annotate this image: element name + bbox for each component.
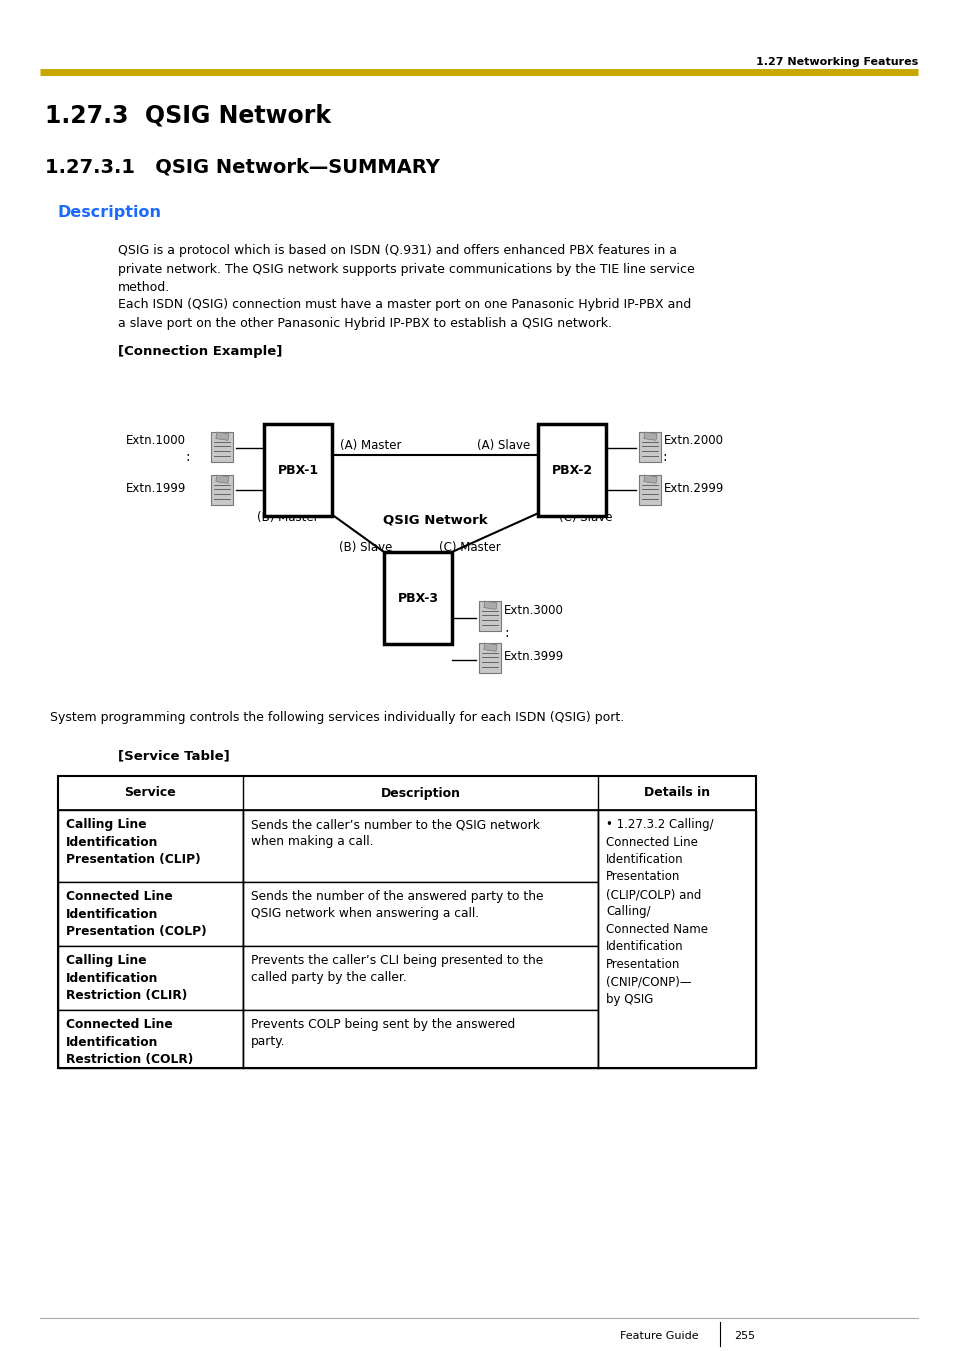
Bar bbox=[264, 424, 332, 516]
Bar bbox=[243, 882, 598, 946]
Text: (C) Slave: (C) Slave bbox=[558, 512, 612, 524]
Text: QSIG is a protocol which is based on ISDN (Q.931) and offers enhanced PBX featur: QSIG is a protocol which is based on ISD… bbox=[118, 245, 694, 295]
Bar bbox=[643, 432, 657, 440]
Text: Description: Description bbox=[58, 204, 162, 219]
Bar bbox=[243, 946, 598, 1011]
Text: Description: Description bbox=[380, 786, 460, 800]
Text: Calling Line
Identification
Presentation (CLIP): Calling Line Identification Presentation… bbox=[66, 817, 200, 866]
Text: PBX-1: PBX-1 bbox=[277, 463, 318, 477]
Text: (B) Master: (B) Master bbox=[257, 512, 318, 524]
Bar bbox=[384, 553, 452, 644]
Text: :: : bbox=[661, 450, 666, 463]
Bar bbox=[639, 476, 660, 505]
Text: :: : bbox=[185, 450, 190, 463]
Text: Prevents the caller’s CLI being presented to the
called party by the caller.: Prevents the caller’s CLI being presente… bbox=[251, 954, 542, 985]
Text: (A) Master: (A) Master bbox=[339, 439, 401, 451]
Bar bbox=[58, 775, 755, 1069]
Text: 1.27.3  QSIG Network: 1.27.3 QSIG Network bbox=[45, 103, 331, 127]
Text: Sends the caller’s number to the QSIG network
when making a call.: Sends the caller’s number to the QSIG ne… bbox=[251, 817, 539, 848]
Text: • 1.27.3.2 Calling/
Connected Line
Identification
Presentation
(CLIP/COLP) and
C: • 1.27.3.2 Calling/ Connected Line Ident… bbox=[605, 817, 713, 1006]
Text: Prevents COLP being sent by the answered
party.: Prevents COLP being sent by the answered… bbox=[251, 1019, 515, 1048]
Text: Feature Guide: Feature Guide bbox=[619, 1331, 698, 1342]
Bar bbox=[483, 601, 497, 609]
Bar bbox=[58, 1011, 243, 1069]
Text: Sends the number of the answered party to the
QSIG network when answering a call: Sends the number of the answered party t… bbox=[251, 890, 543, 920]
Text: Calling Line
Identification
Restriction (CLIR): Calling Line Identification Restriction … bbox=[66, 954, 187, 1002]
Text: Details in: Details in bbox=[643, 786, 709, 800]
Text: (C) Master: (C) Master bbox=[438, 542, 500, 554]
Text: Each ISDN (QSIG) connection must have a master port on one Panasonic Hybrid IP-P: Each ISDN (QSIG) connection must have a … bbox=[118, 299, 691, 330]
Bar bbox=[478, 643, 500, 673]
Text: Connected Line
Identification
Presentation (COLP): Connected Line Identification Presentati… bbox=[66, 890, 207, 938]
Text: [Connection Example]: [Connection Example] bbox=[118, 346, 282, 358]
Text: Extn.1999: Extn.1999 bbox=[126, 481, 186, 494]
Text: Extn.2000: Extn.2000 bbox=[663, 434, 723, 446]
Bar bbox=[211, 476, 233, 505]
Text: QSIG Network: QSIG Network bbox=[382, 513, 487, 527]
Bar bbox=[215, 476, 229, 484]
Text: 1.27.3.1   QSIG Network—SUMMARY: 1.27.3.1 QSIG Network—SUMMARY bbox=[45, 158, 439, 177]
Text: Service: Service bbox=[125, 786, 176, 800]
Bar bbox=[598, 811, 755, 1069]
Text: Extn.3999: Extn.3999 bbox=[503, 650, 563, 662]
Bar bbox=[58, 882, 243, 946]
Bar bbox=[643, 476, 657, 484]
Bar bbox=[215, 432, 229, 440]
Bar bbox=[639, 432, 660, 462]
Bar bbox=[243, 811, 598, 882]
Bar bbox=[58, 775, 755, 811]
Bar bbox=[537, 424, 605, 516]
Text: (A) Slave: (A) Slave bbox=[476, 439, 530, 451]
Text: 1.27 Networking Features: 1.27 Networking Features bbox=[755, 57, 917, 68]
Text: Extn.2999: Extn.2999 bbox=[663, 481, 723, 494]
Bar bbox=[58, 811, 243, 882]
Bar bbox=[483, 643, 497, 651]
Bar bbox=[58, 946, 243, 1011]
Text: [Service Table]: [Service Table] bbox=[118, 750, 230, 762]
Bar bbox=[243, 1011, 598, 1069]
Text: 255: 255 bbox=[733, 1331, 755, 1342]
Text: Extn.3000: Extn.3000 bbox=[503, 604, 563, 616]
Text: (B) Slave: (B) Slave bbox=[339, 542, 393, 554]
Text: PBX-2: PBX-2 bbox=[551, 463, 592, 477]
Text: System programming controls the following services individually for each ISDN (Q: System programming controls the followin… bbox=[50, 712, 623, 724]
Text: PBX-3: PBX-3 bbox=[397, 592, 438, 604]
Text: Extn.1000: Extn.1000 bbox=[126, 434, 186, 446]
Bar bbox=[211, 432, 233, 462]
Text: Connected Line
Identification
Restriction (COLR): Connected Line Identification Restrictio… bbox=[66, 1019, 193, 1066]
Bar bbox=[478, 601, 500, 631]
Text: :: : bbox=[503, 626, 508, 640]
